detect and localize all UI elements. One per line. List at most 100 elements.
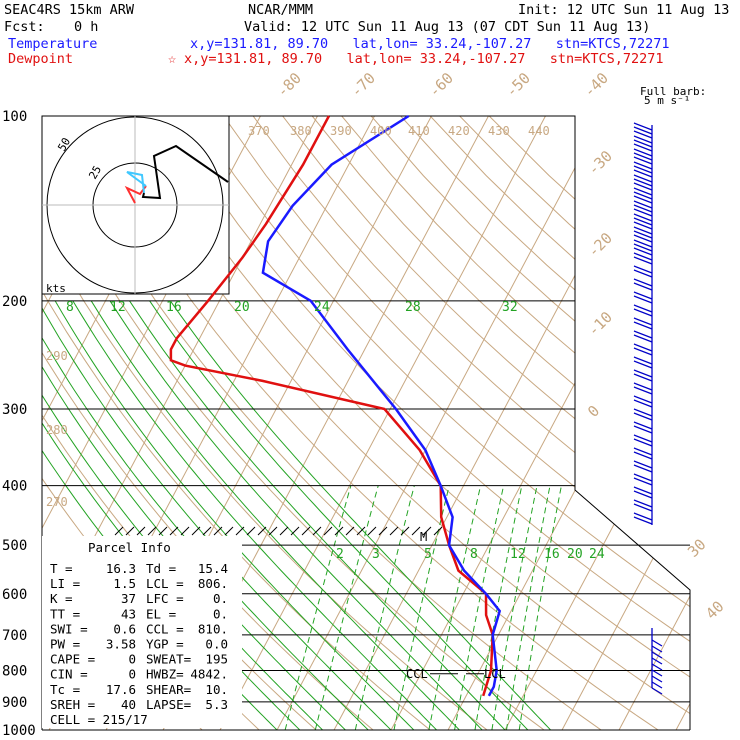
wind-barb	[633, 282, 653, 291]
parcel-info-title: Parcel Info	[88, 540, 171, 555]
parcel-row-label: LCL =	[146, 576, 184, 591]
parcel-row-value: 37	[121, 591, 136, 606]
pressure-tick-label: 100	[2, 109, 27, 125]
wind-barb	[633, 386, 653, 395]
hatch-mark	[257, 526, 267, 536]
dry-adiabat	[488, 116, 690, 730]
wind-barb	[633, 447, 653, 456]
isotherm-label: 30	[684, 535, 710, 561]
hatch-mark	[136, 526, 146, 536]
wind-barb	[651, 675, 663, 683]
parcel-row-value: 0.0	[205, 637, 228, 652]
dewpoint-line	[169, 115, 494, 697]
wind-barb	[633, 217, 653, 226]
dewpoint-legend-info: x,y=131.81, 89.70 lat,lon= 33.24,-107.27…	[184, 51, 664, 67]
wind-barb	[633, 464, 653, 473]
isotherm-line	[618, 116, 690, 730]
wind-barb	[633, 321, 653, 330]
theta-label: 290	[46, 349, 68, 363]
wind-barb	[633, 204, 653, 213]
wind-barb	[633, 438, 653, 447]
hatch-mark	[125, 526, 135, 536]
hatch-mark	[268, 526, 278, 536]
dry-adiabat	[42, 116, 431, 730]
dry-adiabat	[134, 116, 690, 730]
hodograph-trace-upper	[141, 144, 229, 200]
parcel-cell: CELL = 215/17	[50, 712, 148, 727]
parcel-row-value: 15.4	[198, 561, 228, 576]
isotherm-line	[276, 116, 603, 730]
hodograph-ring-label: 25	[86, 164, 104, 182]
wind-barb	[633, 122, 653, 131]
hatch-mark	[224, 526, 234, 536]
hatch-mark	[158, 526, 168, 536]
barb-unit: 5 m s⁻¹	[644, 94, 690, 107]
wind-barb	[633, 408, 653, 417]
wind-barb	[651, 669, 663, 677]
dry-adiabat	[282, 116, 690, 730]
parcel-row-label: K =	[50, 591, 73, 606]
wind-barb	[633, 434, 653, 443]
parcel-row-label: EL =	[146, 606, 176, 621]
parcel-row-value: 0.	[213, 606, 228, 621]
parcel-row-label: LFC =	[146, 591, 184, 606]
parcel-row-value: 3.58	[106, 637, 136, 652]
temperature-legend: Temperature	[8, 36, 97, 52]
parcel-row-label: T =	[50, 561, 73, 576]
parcel-row-value: 0.	[213, 591, 228, 606]
wind-barb	[633, 126, 653, 135]
wind-barb	[633, 239, 653, 248]
hatch-mark	[367, 526, 377, 536]
wind-barb	[633, 451, 653, 460]
theta-label: 430	[488, 124, 510, 138]
parcel-row-value: 806.	[198, 576, 228, 591]
wind-barb	[633, 195, 653, 204]
mixing-ratio-label: 8	[66, 300, 74, 315]
model-title: SEAC4RS 15km ARW	[4, 2, 135, 18]
wind-barb	[633, 187, 653, 196]
wind-barb	[633, 512, 653, 521]
hatch-mark	[378, 526, 388, 536]
hatch-mark	[334, 526, 344, 536]
wind-barbs	[633, 122, 663, 695]
mixing-ratio-label: 32	[502, 300, 518, 315]
theta-label: 380	[290, 124, 312, 138]
hatch-mark	[213, 526, 223, 536]
parcel-row-value: 5.3	[205, 697, 228, 712]
parcel-row-label: YGP =	[146, 637, 184, 652]
wind-barb	[633, 360, 653, 369]
pressure-tick-label: 900	[2, 695, 27, 711]
hatch-mark	[246, 526, 256, 536]
dewpoint-legend-marker: ☆	[168, 51, 176, 67]
parcel-row-value: 0	[128, 652, 136, 667]
dry-adiabat	[341, 116, 690, 730]
wind-barb	[633, 174, 653, 183]
theta-label: 440	[528, 124, 550, 138]
hatch-mark	[422, 526, 432, 536]
hatch-mark	[235, 526, 245, 536]
wind-barb	[651, 681, 663, 689]
wind-barb	[633, 165, 653, 174]
wind-barb	[633, 247, 653, 256]
temperature-legend-info: x,y=131.81, 89.70 lat,lon= 33.24,-107.27…	[190, 36, 670, 52]
wind-barb	[633, 308, 653, 317]
parcel-row-value: 16.3	[106, 561, 136, 576]
theta-label: 280	[46, 423, 68, 437]
parcel-row-label: Tc =	[50, 682, 80, 697]
wind-barb	[633, 278, 653, 287]
hatch-mark	[191, 526, 201, 536]
isotherm-label: -70	[347, 69, 379, 101]
hatch-mark	[279, 526, 289, 536]
wind-barb	[633, 182, 653, 191]
pressure-tick-label: 800	[2, 663, 27, 679]
hatch-mark	[433, 526, 443, 536]
wind-barb	[633, 304, 653, 313]
hatch-mark	[301, 526, 311, 536]
hatch-mark	[180, 526, 190, 536]
isotherm-line	[219, 116, 546, 730]
hatch-mark	[400, 526, 410, 536]
wind-barb	[651, 657, 663, 665]
isotherm-label: -60	[425, 69, 457, 101]
wind-barb	[633, 499, 653, 508]
mixing-ratio-label: 5	[424, 547, 432, 562]
